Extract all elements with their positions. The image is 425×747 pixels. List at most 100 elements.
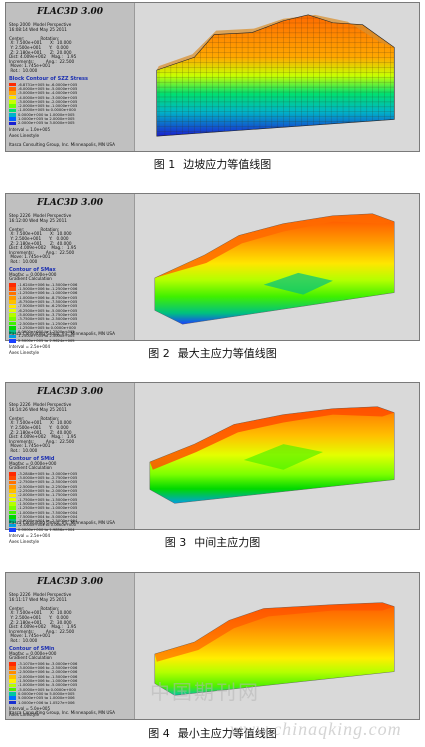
axes-label: Axes Linestyle: [9, 711, 40, 717]
legend-row: -2.2500e+005 to -2.0000e+005: [9, 489, 131, 493]
legend-row: -8.7500e+005 to -7.5000e+005: [9, 300, 131, 304]
caption-4: 图 4 最小主应力等值线图: [148, 727, 277, 740]
legend-label: -1.0000e+006 to -5.0000e+005: [18, 683, 78, 688]
legend-row: -2.5000e+004 to 0.0000e+000: [9, 523, 131, 527]
legend-swatch: [9, 515, 16, 519]
footer-credit: Itasca Consulting Group, Inc. Minneapoli…: [9, 520, 116, 526]
legend-row: -2.5000e+005 to -1.2500e+005: [9, 321, 131, 326]
legend-label: -5.0000e+005 to -4.0000e+005: [18, 91, 78, 96]
legend-label: -1.2500e+006 to -1.0000e+006: [18, 291, 78, 296]
legend-swatch: [9, 338, 16, 343]
legend-swatch: [9, 300, 16, 304]
legend-label: -2.2500e+005 to -2.0000e+005: [18, 489, 78, 494]
slope-contour-render: [149, 406, 395, 504]
slope-contour-render: [154, 213, 395, 325]
legend-row: 0.0000e+000 to 1.2500e+005: [9, 330, 131, 334]
legend-row: -2.0000e+005 to -1.0000e+005: [9, 104, 131, 108]
legend-row: 2.0000e+005 to 3.0000e+005: [9, 121, 131, 125]
legend-row: -6.2500e+005 to -5.0000e+005: [9, 309, 131, 313]
footer-credit: Itasca Consulting Group, Inc. Minneapoli…: [9, 331, 116, 337]
legend-swatch: [9, 334, 16, 339]
contour-subtitle: Magfac = 0.000e+000 Gradient Calculation: [9, 460, 57, 471]
legend-label: -1.0000e+005 to -7.5000e+004: [18, 510, 78, 515]
legend-row: -1.5000e+006 to -1.2500e+006: [9, 287, 131, 291]
legend-swatch: [9, 87, 16, 91]
legend-swatch: [9, 472, 16, 476]
legend-label: -6.2500e+005 to -5.0000e+005: [18, 308, 78, 313]
legend-swatch: [9, 497, 16, 502]
legend-row: -1.7500e+005 to -1.5000e+005: [9, 498, 131, 502]
contour-title: Contour of SMid: [9, 455, 55, 462]
interval-label: Interval = 2.5e+004: [9, 532, 51, 538]
legend-swatch: [9, 480, 16, 485]
legend-label: 2.5000e+005 to 2.9624e+005: [18, 338, 75, 343]
interval-label: Interval = 1.0e+005: [9, 126, 51, 132]
legend-row: -1.2500e+006 to -1.0000e+006: [9, 291, 131, 295]
view-parameters: Step 2226 Model Perspective 16:14:26 Wed…: [9, 402, 77, 453]
figure-3: FLAC3D 3.00 Step 2226 Model Perspective …: [5, 382, 420, 543]
legend-row: 2.5000e+005 to 2.9624e+005: [9, 339, 131, 343]
legend-row: -1.0000e+005 to -7.5000e+004: [9, 510, 131, 515]
contour-title: Contour of SMin: [9, 645, 55, 652]
legend-swatch: [9, 104, 16, 108]
contour-title: Block Contour of SZZ Stress: [9, 75, 88, 82]
watermark-url: www.chinaqking.com: [230, 719, 402, 739]
view-parameters: Step 2000 Model Perspective 16:08:14 Wed…: [9, 22, 77, 73]
legend-label: 5.0000e+005 to 1.0000e+006: [18, 696, 75, 701]
slope-mesh-render: [156, 14, 395, 137]
model-view: [134, 194, 419, 340]
legend-row: -2.0000e+006 to -1.5000e+006: [9, 675, 131, 679]
legend: -1.6240e+006 to -1.5000e+006 -1.5000e+006…: [9, 283, 131, 343]
footer-credit: Itasca Consulting Group, Inc. Minneapoli…: [9, 710, 116, 716]
legend-swatch: [9, 510, 16, 515]
legend-row: -5.0000e+005 to -3.7500e+005: [9, 313, 131, 317]
legend-swatch: [9, 674, 16, 679]
info-panel: FLAC3D 3.00 Step 2226 Model Perspective …: [6, 383, 134, 543]
legend-swatch: [9, 700, 16, 705]
interval-label: Interval = 2.5e+004: [9, 343, 51, 349]
legend-label: -4.0000e+005 to -3.0000e+005: [18, 95, 78, 100]
legend-row: -6.8731e+005 to -6.0000e+005: [9, 83, 131, 87]
legend-row: -1.0000e+006 to -5.0000e+005: [9, 683, 131, 687]
legend-swatch: [9, 489, 16, 493]
legend-swatch: [9, 527, 16, 532]
legend-row: -1.2500e+005 to 0.0000e+000: [9, 326, 131, 330]
info-panel: FLAC3D 3.00 Step 2226 Model Perspective …: [6, 573, 134, 719]
legend-swatch: [9, 523, 16, 528]
legend-row: -3.0000e+005 to -2.7500e+005: [9, 476, 131, 480]
slope-contour-render: [154, 602, 395, 696]
legend-swatch: [9, 117, 16, 121]
figure-2: FLAC3D 3.00 Step 2226 Model Perspective …: [5, 193, 420, 354]
legend-label: 1.0000e+006 to 1.0527e+006: [18, 700, 75, 705]
legend-row: -3.0000e+005 to -2.0000e+005: [9, 100, 131, 104]
legend-row: -1.0000e+005 to 0.0000e+000: [9, 108, 131, 112]
legend-label: -1.5000e+006 to -1.0000e+006: [18, 679, 78, 684]
legend-swatch: [9, 112, 16, 117]
legend-label: -3.0000e+005 to -2.7500e+005: [18, 476, 78, 481]
info-panel: FLAC3D 3.00 Step 2000 Model Perspective …: [6, 3, 134, 151]
interval-label: Interval = 5.0e+005: [9, 705, 51, 711]
legend-swatch: [9, 687, 16, 692]
legend: -3.2848e+005 to -3.0000e+005 -3.0000e+005…: [9, 472, 131, 532]
legend-label: -2.0000e+005 to -1.7500e+005: [18, 493, 78, 498]
legend-row: 1.2500e+005 to 2.5000e+005: [9, 334, 131, 338]
legend-label: -6.0000e+005 to -5.0000e+005: [18, 86, 78, 91]
legend-swatch: [9, 321, 16, 326]
legend-label: -2.0000e+006 to -1.5000e+006: [18, 674, 78, 679]
legend-label: -3.1070e+006 to -3.0000e+006: [18, 661, 78, 666]
legend-swatch: [9, 100, 16, 104]
legend-label: -2.7500e+005 to -2.5000e+005: [18, 480, 78, 485]
model-view: [134, 573, 419, 719]
legend-row: -2.0000e+005 to -1.7500e+005: [9, 493, 131, 497]
legend-swatch: [9, 666, 16, 670]
legend-label: 0.0000e+000 to 5.0000e+005: [18, 691, 75, 696]
legend: -3.1070e+006 to -3.0000e+006 -3.0000e+006…: [9, 662, 131, 705]
legend-row: -3.2848e+005 to -3.0000e+005: [9, 472, 131, 476]
legend-row: -1.0000e+006 to -8.7500e+005: [9, 296, 131, 300]
legend-swatch: [9, 502, 16, 506]
legend-label: -5.0000e+005 to 0.0000e+000: [18, 687, 76, 692]
legend-swatch: [9, 670, 16, 675]
model-view: [134, 383, 419, 529]
legend-swatch: [9, 330, 16, 334]
legend-row: -1.2500e+005 to -1.0000e+005: [9, 506, 131, 510]
